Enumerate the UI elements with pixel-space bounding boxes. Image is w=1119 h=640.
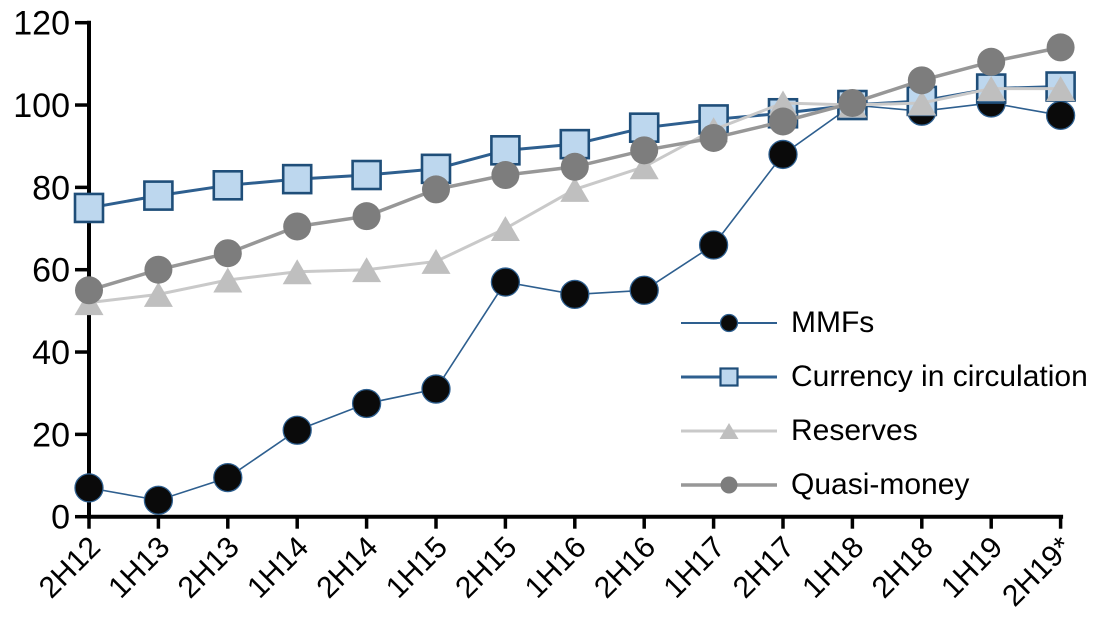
data-point-currency-in-circulation-2H14 [351, 159, 382, 191]
x-axis-label: 2H15 [449, 531, 523, 605]
data-point-mmfs-2H12 [74, 473, 104, 503]
data-point-quasi-money-1H18 [838, 88, 867, 117]
x-axis-label: 2H17 [727, 531, 801, 605]
data-point-quasi-money-2H14 [352, 202, 381, 231]
data-point-quasi-money-1H13 [144, 255, 173, 284]
data-point-mmfs-2H17 [768, 139, 798, 170]
legend-marker-circle-icon [720, 476, 738, 494]
data-point-mmfs-1H15 [421, 374, 451, 404]
data-point-reserves-1H13 [143, 281, 173, 307]
x-axis-label: 1H15 [380, 531, 454, 605]
data-point-reserves-2H15 [490, 216, 520, 242]
y-axis-label: 80 [32, 169, 70, 207]
data-point-quasi-money-2H17 [769, 107, 797, 136]
data-point-reserves-1H15 [421, 248, 451, 274]
data-point-quasi-money-1H15 [422, 175, 450, 204]
legend-item-mmfs: MMFs [681, 296, 1088, 350]
y-axis-label: 40 [32, 334, 70, 372]
data-point-quasi-money-1H16 [560, 152, 589, 181]
data-point-quasi-money-1H19 [977, 47, 1006, 76]
data-point-mmfs-1H13 [143, 485, 174, 515]
x-axis-label: 2H18 [866, 531, 940, 605]
data-point-reserves-1H14 [282, 259, 312, 285]
legend-label-reserves: Reserves [791, 414, 918, 447]
data-point-reserves-2H16 [629, 154, 659, 180]
data-point-reserves-2H13 [213, 267, 243, 293]
data-point-mmfs-2H16 [629, 275, 659, 305]
legend-key-currency-in-circulation [681, 367, 777, 387]
data-point-quasi-money-2H18 [907, 66, 936, 95]
data-point-quasi-money-2H16 [630, 136, 659, 165]
data-point-reserves-1H19 [976, 76, 1006, 102]
y-axis-label: 0 [51, 499, 70, 537]
x-axis-label: 2H13 [172, 531, 246, 605]
legend-key-reserves [681, 423, 777, 439]
data-point-mmfs-2H19* [1045, 100, 1076, 130]
legend-marker-circle-icon [719, 313, 739, 333]
data-point-quasi-money-1H14 [283, 212, 312, 241]
legend: MMFs Currency in circulation Reserves Qu… [681, 296, 1088, 512]
legend-item-currency-in-circulation: Currency in circulation [681, 350, 1088, 404]
data-point-quasi-money-1H17 [699, 123, 728, 152]
data-point-reserves-2H18 [907, 90, 937, 116]
x-axis-label: 1H18 [796, 531, 870, 605]
legend-item-reserves: Reserves [681, 404, 1088, 458]
data-point-mmfs-1H14 [282, 415, 312, 445]
legend-key-quasi-money [681, 476, 777, 494]
data-point-reserves-2H19* [1046, 76, 1076, 102]
legend-label-currency-in-circulation: Currency in circulation [791, 360, 1088, 393]
x-axis-label: 2H16 [588, 531, 662, 605]
legend-item-quasi-money: Quasi-money [681, 458, 1088, 512]
data-point-currency-in-circulation-2H13 [212, 170, 244, 201]
data-point-reserves-2H17 [768, 90, 798, 116]
data-point-currency-in-circulation-2H15 [490, 135, 521, 166]
data-point-currency-in-circulation-1H14 [281, 163, 313, 195]
x-axis-label: 1H17 [658, 531, 732, 605]
data-point-mmfs-2H13 [213, 462, 243, 493]
data-point-reserves-2H14 [352, 257, 382, 283]
y-axis-label: 120 [13, 5, 70, 43]
legend-key-mmfs [681, 313, 777, 333]
data-point-mmfs-1H16 [560, 279, 590, 310]
data-point-quasi-money-2H13 [213, 239, 242, 268]
data-point-mmfs-2H14 [351, 388, 382, 419]
data-point-currency-in-circulation-2H12 [73, 192, 105, 224]
legend-marker-square-icon [719, 367, 739, 387]
data-point-currency-in-circulation-1H13 [143, 180, 174, 211]
data-point-quasi-money-2H12 [75, 276, 103, 305]
legend-label-mmfs: MMFs [791, 306, 875, 339]
data-point-mmfs-1H17 [698, 230, 729, 260]
x-axis-label: 1H16 [519, 531, 593, 605]
y-axis-label: 100 [13, 87, 70, 125]
x-axis-label: 1H19 [935, 531, 1009, 605]
x-axis-label: 2H14 [311, 531, 385, 605]
data-point-quasi-money-2H19* [1046, 33, 1075, 62]
y-axis-label: 60 [32, 252, 70, 290]
x-axis-label: 2H19* [996, 530, 1079, 613]
y-axis-label: 20 [32, 416, 70, 454]
x-axis-label: 1H13 [102, 531, 176, 605]
series-quasi-money [75, 33, 1075, 305]
data-point-mmfs-2H15 [490, 267, 521, 297]
data-point-reserves-1H16 [560, 176, 590, 202]
legend-marker-triangle-icon [719, 423, 739, 439]
x-axis-label: 1H14 [241, 531, 315, 605]
x-axis-label: 2H12 [33, 531, 107, 605]
legend-label-quasi-money: Quasi-money [791, 468, 970, 501]
data-point-quasi-money-2H15 [491, 161, 520, 190]
